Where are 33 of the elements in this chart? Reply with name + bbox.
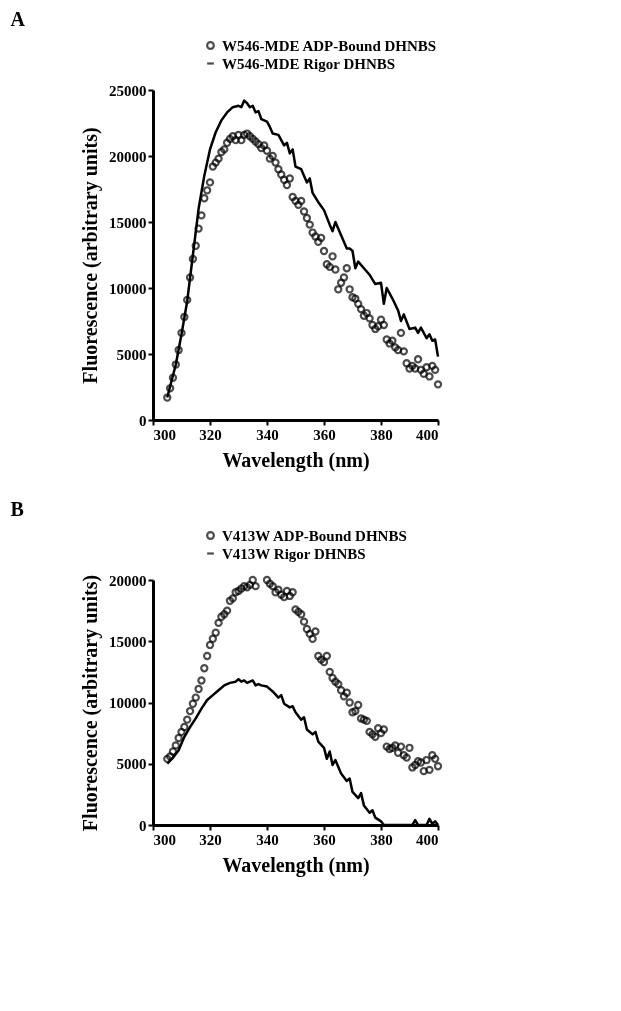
legend-label: V413W ADP-Bound DHNBS [222,527,407,544]
y-tick-label: 20000 [109,148,147,165]
x-axis-title: Wavelength (nm) [222,448,370,472]
y-axis-title: Fluorescence (arbitrary units) [79,127,102,384]
y-tick-label: 20000 [109,572,147,589]
y-tick-label: 5000 [116,346,147,363]
y-tick-label: 5000 [116,756,147,773]
x-tick-label: 340 [256,426,279,443]
x-axis-title: Wavelength (nm) [222,853,370,877]
y-tick-label: 25000 [109,82,147,99]
legend-label: V413W Rigor DHNBS [222,545,366,562]
x-tick-label: 300 [153,426,176,443]
y-tick-label: 15000 [109,214,147,231]
x-tick-label: 360 [313,831,336,848]
y-tick-label: 0 [139,412,147,429]
legend-label: W546-MDE Rigor DHNBS [222,55,396,72]
y-tick-label: 15000 [109,633,147,650]
legend-label: W546-MDE ADP-Bound DHNBS [222,37,437,54]
x-tick-label: 380 [370,426,393,443]
x-tick-label: 400 [416,831,439,848]
x-tick-label: 400 [416,426,439,443]
y-tick-label: 10000 [109,695,147,711]
y-axis-title: Fluorescence (arbitrary units) [79,574,102,832]
x-tick-label: 340 [256,831,279,848]
x-tick-label: 380 [370,831,393,848]
chart-title: A [10,8,26,30]
x-tick-label: 320 [199,426,222,443]
x-tick-label: 360 [313,426,336,443]
y-tick-label: 0 [139,817,147,834]
x-tick-label: 300 [153,831,176,848]
x-tick-label: 320 [199,831,222,848]
y-tick-label: 10000 [109,280,147,297]
chart-title: B [10,498,24,520]
